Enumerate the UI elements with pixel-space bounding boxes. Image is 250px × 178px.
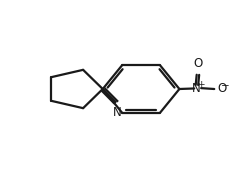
Text: N: N	[113, 106, 122, 119]
Text: +: +	[197, 80, 204, 90]
Text: O: O	[193, 57, 202, 70]
Text: O: O	[218, 82, 227, 96]
Text: N: N	[192, 82, 201, 95]
Text: −: −	[221, 81, 230, 91]
